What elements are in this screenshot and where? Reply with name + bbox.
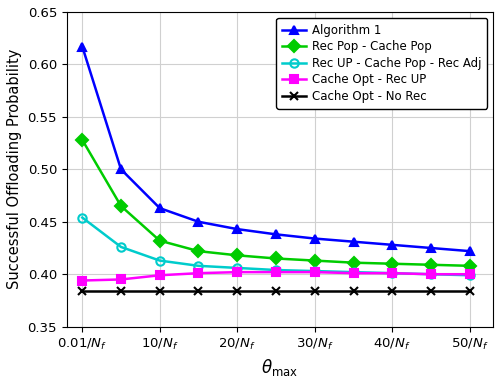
Algorithm 1 [312, 236, 318, 241]
Rec UP - Cache Pop - Rec Adj [234, 266, 240, 270]
Cache Opt - Rec UP [80, 278, 86, 283]
Rec UP - Cache Pop - Rec Adj [118, 244, 124, 249]
Cache Opt - No Rec [428, 289, 434, 293]
Algorithm 1 [196, 219, 202, 224]
Algorithm 1 [234, 227, 240, 231]
Cache Opt - No Rec [156, 289, 162, 293]
Cache Opt - Rec UP [234, 270, 240, 275]
Cache Opt - No Rec [467, 289, 473, 293]
Algorithm 1 [467, 249, 473, 253]
Cache Opt - No Rec [312, 289, 318, 293]
Cache Opt - No Rec [234, 289, 240, 293]
Line: Cache Opt - Rec UP: Cache Opt - Rec UP [78, 268, 474, 285]
Rec UP - Cache Pop - Rec Adj [390, 271, 396, 276]
Legend: Algorithm 1, Rec Pop - Cache Pop, Rec UP - Cache Pop - Rec Adj, Cache Opt - Rec : Algorithm 1, Rec Pop - Cache Pop, Rec UP… [276, 18, 487, 109]
Rec Pop - Cache Pop [390, 261, 396, 266]
Cache Opt - No Rec [273, 289, 279, 293]
Algorithm 1 [390, 243, 396, 247]
Algorithm 1 [118, 167, 124, 172]
Cache Opt - Rec UP [428, 272, 434, 276]
Algorithm 1 [156, 206, 162, 211]
Rec UP - Cache Pop - Rec Adj [312, 269, 318, 273]
Cache Opt - Rec UP [312, 270, 318, 275]
Cache Opt - Rec UP [196, 271, 202, 276]
Rec Pop - Cache Pop [428, 263, 434, 267]
Line: Cache Opt - No Rec: Cache Opt - No Rec [78, 287, 474, 295]
Rec UP - Cache Pop - Rec Adj [467, 273, 473, 278]
Rec Pop - Cache Pop [196, 249, 202, 253]
X-axis label: $\theta_{\mathrm{max}}$: $\theta_{\mathrm{max}}$ [262, 357, 298, 378]
Cache Opt - No Rec [80, 289, 86, 293]
Algorithm 1 [273, 232, 279, 237]
Cache Opt - Rec UP [390, 271, 396, 276]
Algorithm 1 [428, 246, 434, 250]
Rec Pop - Cache Pop [234, 253, 240, 258]
Cache Opt - No Rec [390, 289, 396, 293]
Cache Opt - Rec UP [350, 271, 356, 276]
Rec UP - Cache Pop - Rec Adj [350, 270, 356, 275]
Rec UP - Cache Pop - Rec Adj [196, 263, 202, 268]
Cache Opt - Rec UP [156, 273, 162, 278]
Cache Opt - No Rec [196, 289, 202, 293]
Rec Pop - Cache Pop [467, 263, 473, 268]
Rec Pop - Cache Pop [273, 256, 279, 261]
Rec UP - Cache Pop - Rec Adj [428, 272, 434, 276]
Y-axis label: Successful Offloading Probability: Successful Offloading Probability [7, 49, 22, 290]
Algorithm 1 [80, 44, 86, 49]
Line: Rec UP - Cache Pop - Rec Adj: Rec UP - Cache Pop - Rec Adj [78, 213, 474, 280]
Rec Pop - Cache Pop [80, 137, 86, 142]
Rec UP - Cache Pop - Rec Adj [273, 268, 279, 272]
Cache Opt - Rec UP [467, 272, 473, 276]
Cache Opt - Rec UP [273, 270, 279, 275]
Cache Opt - No Rec [350, 289, 356, 293]
Rec Pop - Cache Pop [312, 258, 318, 263]
Cache Opt - No Rec [118, 289, 124, 293]
Cache Opt - Rec UP [118, 277, 124, 282]
Algorithm 1 [350, 239, 356, 244]
Rec UP - Cache Pop - Rec Adj [80, 215, 86, 220]
Rec Pop - Cache Pop [350, 260, 356, 265]
Rec Pop - Cache Pop [156, 238, 162, 243]
Rec Pop - Cache Pop [118, 204, 124, 208]
Line: Rec Pop - Cache Pop: Rec Pop - Cache Pop [78, 136, 474, 270]
Rec UP - Cache Pop - Rec Adj [156, 258, 162, 263]
Line: Algorithm 1: Algorithm 1 [78, 42, 474, 255]
